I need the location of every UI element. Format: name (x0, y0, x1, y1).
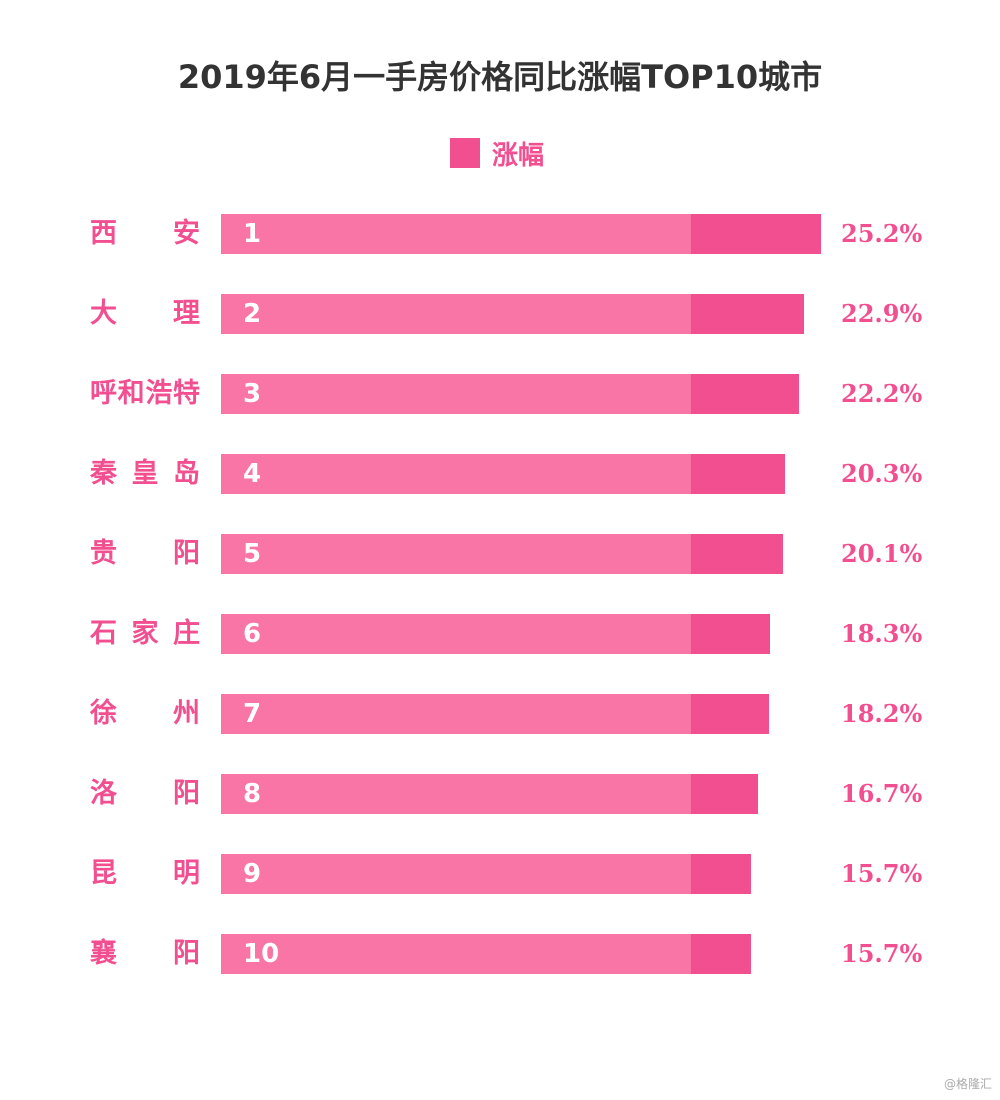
category-label: 昆明 (90, 858, 200, 889)
category-label: 襄阳 (90, 938, 200, 969)
category-label: 洛阳 (90, 778, 200, 809)
rank-label: 8 (243, 779, 262, 809)
value-label: 25.2% (841, 219, 923, 248)
bar: 10 (221, 934, 751, 974)
bar: 3 (221, 374, 799, 414)
legend-swatch (450, 138, 480, 168)
rank-label: 7 (243, 699, 262, 729)
bar: 8 (221, 774, 759, 814)
legend-label: 涨幅 (492, 140, 545, 171)
bar: 7 (221, 694, 770, 734)
bar: 5 (221, 534, 784, 574)
category-label: 徐州 (90, 698, 200, 729)
value-label: 18.3% (841, 619, 923, 648)
bar-highlight (691, 294, 805, 334)
watermark: @格隆汇 (943, 1077, 992, 1091)
bar: 2 (221, 294, 805, 334)
bar: 6 (221, 614, 771, 654)
bar-highlight (691, 614, 771, 654)
bar: 9 (221, 854, 751, 894)
category-label: 西安 (90, 218, 200, 249)
category-label: 石家庄 (90, 618, 200, 649)
rank-label: 3 (243, 379, 262, 409)
bar: 1 (221, 214, 821, 254)
bar-highlight (691, 374, 799, 414)
category-label: 大理 (90, 298, 200, 329)
bar-highlight (691, 694, 770, 734)
rank-label: 6 (243, 619, 262, 649)
category-label: 贵阳 (90, 538, 200, 569)
value-label: 15.7% (841, 939, 923, 968)
rank-label: 1 (243, 219, 262, 249)
category-label: 呼和浩特 (90, 378, 200, 409)
bar-highlight (691, 534, 784, 574)
legend: 涨幅 (450, 137, 545, 171)
value-label: 22.2% (841, 379, 923, 408)
rank-label: 2 (243, 299, 262, 329)
value-label: 20.3% (841, 459, 923, 488)
value-label: 18.2% (841, 699, 923, 728)
rank-label: 9 (243, 859, 262, 889)
bar-highlight (691, 854, 751, 894)
bar-highlight (691, 774, 759, 814)
bar-highlight (691, 934, 751, 974)
value-label: 22.9% (841, 299, 923, 328)
rank-label: 10 (243, 939, 280, 969)
bar: 4 (221, 454, 785, 494)
bar-highlight (691, 454, 785, 494)
category-label: 秦皇岛 (90, 458, 200, 489)
bar-highlight (691, 214, 821, 254)
rank-label: 5 (243, 539, 262, 569)
value-label: 16.7% (841, 779, 923, 808)
value-label: 20.1% (841, 539, 923, 568)
value-label: 15.7% (841, 859, 923, 888)
rank-label: 4 (243, 459, 262, 489)
chart-title: 2019年6月一手房价格同比涨幅TOP10城市 (177, 58, 823, 96)
